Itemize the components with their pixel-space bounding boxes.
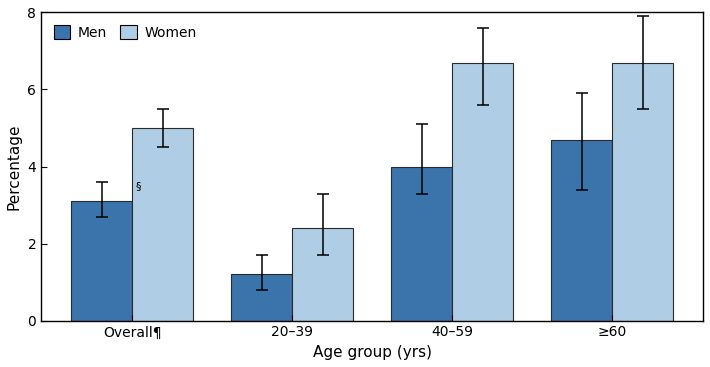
Bar: [612, 62, 673, 321]
Bar: [552, 139, 612, 321]
Bar: [132, 128, 193, 321]
Text: §: §: [135, 182, 141, 192]
Bar: [292, 228, 353, 321]
Bar: [231, 275, 292, 321]
Bar: [391, 167, 452, 321]
Bar: [71, 201, 132, 321]
Y-axis label: Percentage: Percentage: [7, 123, 22, 210]
X-axis label: Age group (yrs): Age group (yrs): [312, 345, 432, 360]
Bar: [452, 62, 513, 321]
Legend: Men, Women: Men, Women: [48, 19, 202, 45]
